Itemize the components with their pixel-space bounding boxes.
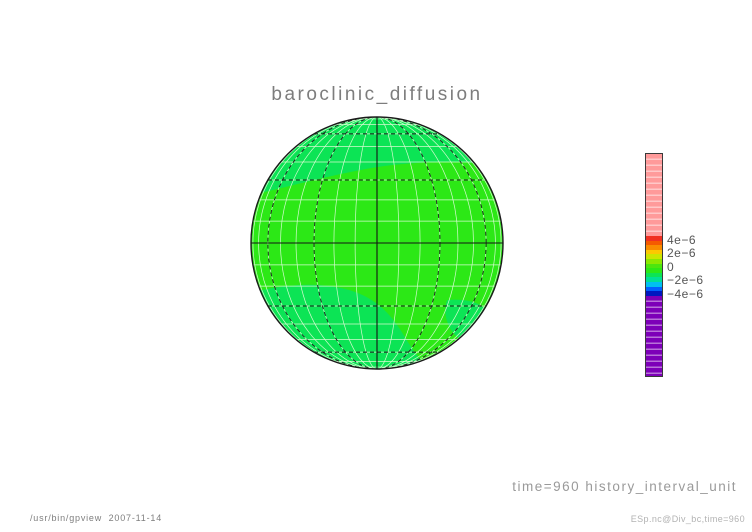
- colorbar-under-section: [646, 296, 662, 376]
- colorbar-tick-label: −2e−6: [667, 273, 704, 287]
- colorbar-band: [646, 277, 662, 283]
- colorbar-band: [646, 268, 662, 273]
- colorbar-tick-label: 2e−6: [667, 246, 697, 260]
- colorbar: [645, 153, 663, 377]
- colorbar-band: [646, 254, 662, 260]
- colorbar-band: [646, 236, 662, 241]
- time-annotation: time=960 history_interval_unit: [512, 479, 737, 494]
- colorbar-band: [646, 249, 662, 255]
- plot-title: baroclinic_diffusion: [271, 84, 483, 105]
- globe-limb: [250, 116, 504, 370]
- colorbar-tick-label: 4e−6: [667, 233, 697, 247]
- colorbar-over-section: [646, 154, 662, 236]
- footer-command-text: /usr/bin/gpview 2007-11-14: [30, 513, 162, 523]
- globe-svg: [250, 116, 504, 370]
- colorbar-band: [646, 272, 662, 278]
- colorbar-band: [646, 282, 662, 287]
- colorbar-band: [646, 291, 662, 296]
- colorbar-band: [646, 259, 662, 264]
- colorbar-tick-label: 0: [667, 260, 675, 274]
- colorbar-band: [646, 240, 662, 246]
- colorbar-tick-label: −4e−6: [667, 287, 704, 301]
- colorbar-bands: [646, 236, 662, 296]
- colorbar-band: [646, 245, 662, 250]
- colorbar-tick-labels: 4e−6 2e−6 0 −2e−6 −4e−6: [667, 153, 737, 375]
- equator-and-central-meridian: [251, 117, 503, 369]
- colorbar-band: [646, 286, 662, 292]
- colorbar-band: [646, 263, 662, 269]
- footer-file-text: ESp.nc@Div_bc,time=960: [630, 514, 745, 524]
- globe-map: [247, 113, 507, 373]
